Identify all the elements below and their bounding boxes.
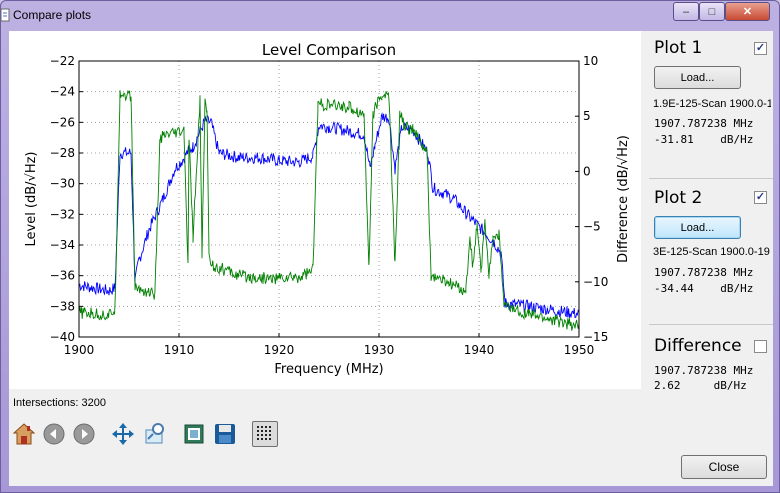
y-tick-label: −34 <box>50 238 75 252</box>
plot1-group: Plot 1 ✓ Load... 1.9E-125-Scan 1900.0-1 … <box>649 31 773 179</box>
back-button[interactable] <box>41 421 67 447</box>
y-tick-label: −22 <box>50 54 75 68</box>
maximize-button[interactable]: □ <box>699 2 725 21</box>
back-icon <box>43 423 65 445</box>
y-tick-label: −38 <box>50 299 75 313</box>
y2-tick-label: 0 <box>583 164 591 178</box>
y-axis-label: Level (dB/√Hz) <box>24 151 39 246</box>
minimize-button[interactable]: – <box>673 2 699 21</box>
plot-toolbar <box>9 417 641 453</box>
plot1-title: Plot 1 <box>654 38 703 58</box>
difference-checkbox[interactable] <box>754 340 767 353</box>
plot1-checkbox[interactable]: ✓ <box>754 42 767 55</box>
plot2-group: Plot 2 ✓ Load... 3E-125-Scan 1900.0-19 1… <box>649 180 773 325</box>
y-tick-label: −32 <box>50 207 75 221</box>
y-tick-label: −30 <box>50 177 75 191</box>
save-button[interactable] <box>212 421 238 447</box>
y-tick-label: −36 <box>50 269 75 283</box>
maximize-icon: □ <box>708 5 716 18</box>
close-icon: ✕ <box>742 6 753 18</box>
y2-tick-label: −10 <box>583 275 608 289</box>
y2-tick-label: −5 <box>583 220 601 234</box>
plot-canvas[interactable]: 1900 1910 1920 1930 1940 1950 −40 −38 −36 −34 −32 −… <box>9 31 641 389</box>
save-icon <box>215 424 235 444</box>
x-tick-label: 1900 <box>64 343 95 357</box>
title-bar[interactable]: Compare plots – □ ✕ <box>1 1 779 29</box>
difference-title: Difference <box>654 336 742 356</box>
plot1-filename: 1.9E-125-Scan 1900.0-1 <box>653 98 771 110</box>
side-panel: Plot 1 ✓ Load... 1.9E-125-Scan 1900.0-1 … <box>649 31 773 486</box>
plot1-level: -31.81 dB/Hz <box>654 133 754 146</box>
x-axis-label: Frequency (MHz) <box>274 362 383 377</box>
close-button[interactable]: Close <box>681 455 767 479</box>
plot2-filename: 3E-125-Scan 1900.0-19 <box>653 246 770 258</box>
y-tick-label: −24 <box>50 85 75 99</box>
zoom-icon <box>145 423 164 444</box>
plot2-level: -34.44 dB/Hz <box>654 282 754 295</box>
y-tick-label: −26 <box>50 115 75 129</box>
difference-frequency: 1907.787238 MHz <box>654 364 754 377</box>
chart-title: Level Comparison <box>262 41 396 59</box>
y2-tick-label: 5 <box>583 109 591 123</box>
client-area: 1900 1910 1920 1930 1940 1950 −40 −38 −36 −34 −32 −… <box>9 31 773 486</box>
window-title: Compare plots <box>13 8 92 22</box>
y2-axis-label: Difference (dB/√Hz) <box>616 135 631 263</box>
plot2-frequency: 1907.787238 MHz <box>654 266 754 279</box>
plot2-load-button[interactable]: Load... <box>654 216 741 239</box>
x-tick-label: 1910 <box>164 343 195 357</box>
subplots-icon <box>184 424 204 444</box>
grid-toggle-button[interactable] <box>252 421 278 447</box>
x-tick-label: 1920 <box>264 343 295 357</box>
pan-button[interactable] <box>110 421 136 447</box>
subplots-button[interactable] <box>181 421 207 447</box>
x-tick-label: 1940 <box>464 343 495 357</box>
y-tick-label: −28 <box>50 146 75 160</box>
difference-level: 2.62 dB/Hz <box>654 379 747 392</box>
minimize-icon: – <box>682 5 690 18</box>
x-tick-label: 1950 <box>564 343 595 357</box>
plot1-load-button[interactable]: Load... <box>654 66 741 89</box>
series-2-line <box>78 89 580 331</box>
window-close-button[interactable]: ✕ <box>725 2 770 21</box>
intersections-status: Intersections: 3200 <box>13 397 106 409</box>
level-comparison-chart[interactable]: 1900 1910 1920 1930 1940 1950 −40 −38 −36 −34 −32 −… <box>9 31 641 389</box>
plot1-frequency: 1907.787238 MHz <box>654 117 754 130</box>
series-1-line <box>78 112 580 319</box>
plot-frame <box>78 60 580 338</box>
zoom-button[interactable] <box>142 421 168 447</box>
x-tick-label: 1930 <box>364 343 395 357</box>
grid-icon <box>257 426 271 440</box>
y2-tick-label: −15 <box>583 330 608 344</box>
forward-icon <box>73 423 95 445</box>
pan-icon <box>112 423 134 445</box>
home-icon <box>12 423 36 445</box>
y-tick-label: −40 <box>50 330 75 344</box>
plot2-checkbox[interactable]: ✓ <box>754 191 767 204</box>
forward-button[interactable] <box>71 421 97 447</box>
home-button[interactable] <box>11 421 37 447</box>
plot2-title: Plot 2 <box>654 188 703 208</box>
app-icon <box>1 8 10 22</box>
y2-tick-label: 10 <box>583 54 598 68</box>
difference-group: Difference 1907.787238 MHz 2.62 dB/Hz <box>649 326 773 406</box>
